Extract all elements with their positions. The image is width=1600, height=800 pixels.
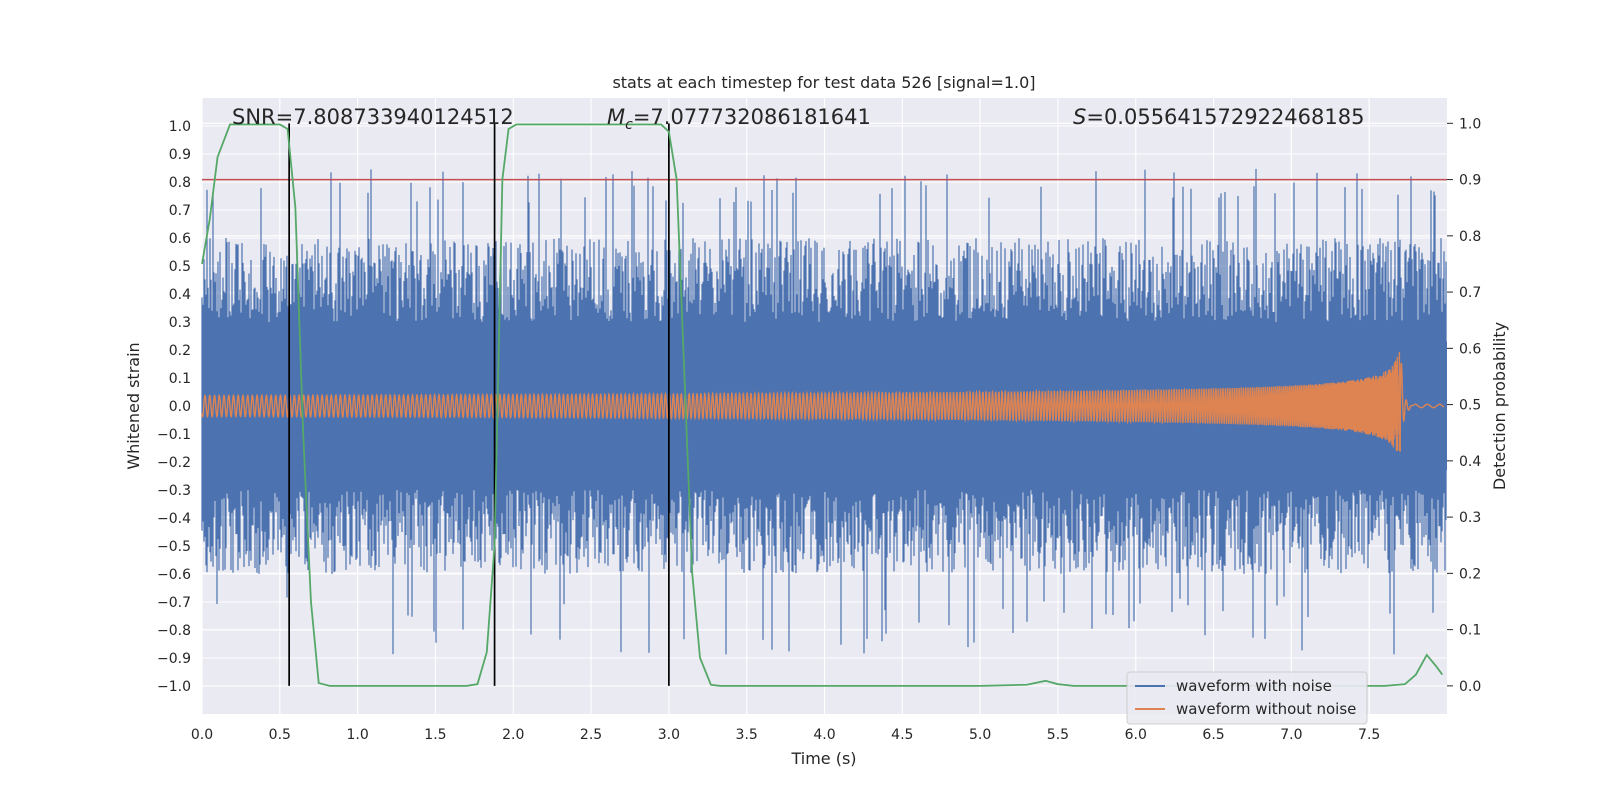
y-tick-label-left: −0.2 [157,455,191,471]
y-tick-label-left: 0.4 [169,287,191,303]
x-tick-label: 3.5 [736,727,758,743]
series-waveform-without-noise [201,352,1445,452]
s-annotation: S=0.055641572922468185 [1073,105,1364,129]
y-tick-label-left: −0.6 [157,567,191,583]
tick-labels: 0.0 0.5 1.0 1.5 2.0 2.5 3.0 3.5 4.0 4.5 5.0 5.5 6.0 6… [157,116,1481,743]
x-tick-label: 3.0 [658,727,680,743]
x-tick-label: 6.5 [1202,727,1224,743]
legend-label-clean: waveform without noise [1176,700,1356,718]
x-tick-label: 7.5 [1358,727,1380,743]
detection-probability-line [201,123,1444,687]
y-tick-label-right: 0.4 [1459,454,1481,470]
legend: waveform with noise waveform without noi… [1126,671,1368,725]
x-tick-label: 1.0 [346,727,368,743]
chirp-mass-annotation: Mc=7.077732086181641 [607,105,871,133]
y-tick-label-left: 0.1 [169,371,191,387]
y-tick-label-left: −0.1 [157,427,191,443]
x-axis-label: Time (s) [790,749,856,768]
y-tick-label-right: 0.5 [1459,398,1481,414]
y-tick-label-left: 0.5 [169,259,191,275]
snr-annotation: SNR=7.808733940124512 [232,105,514,129]
y-axis-label-left: Whitened strain [124,342,143,469]
y-tick-label-left: 0.9 [169,147,191,163]
y-tick-label-right: 0.2 [1459,566,1481,582]
y-tick-label-left: −0.7 [157,595,191,611]
x-tick-label: 0.5 [269,727,291,743]
y-tick-label-left: −0.4 [157,511,191,527]
y-tick-label-right: 1.0 [1459,116,1481,132]
y-tick-label-right: 0.0 [1459,679,1481,695]
x-tick-label: 5.0 [969,727,991,743]
y-tick-label-left: 0.8 [169,175,191,191]
x-tick-label: 6.0 [1125,727,1147,743]
y-tick-label-left: −0.5 [157,539,191,555]
x-tick-label: 1.5 [424,727,446,743]
y-tick-label-right: 0.7 [1459,285,1481,301]
chirp-trace [201,352,1445,452]
chart-title: stats at each timestep for test data 526… [612,73,1035,92]
y-tick-label-right: 0.6 [1459,341,1481,357]
legend-label-noise: waveform with noise [1176,677,1332,695]
y-tick-label-left: 0.7 [169,203,191,219]
y-tick-label-left: −0.3 [157,483,191,499]
x-tick-label: 2.0 [502,727,524,743]
y-tick-label-left: 0.6 [169,231,191,247]
detection-probability-layer [201,123,1447,687]
x-tick-label: 7.0 [1280,727,1302,743]
y-tick-label-left: 0.0 [169,399,191,415]
y-tick-label-left: −0.8 [157,623,191,639]
x-tick-label: 4.5 [891,727,913,743]
y-tick-label-left: 1.0 [169,119,191,135]
y-tick-label-left: 0.3 [169,315,191,331]
y-tick-label-right: 0.1 [1459,623,1481,639]
y-tick-label-right: 0.9 [1459,173,1481,189]
y-axis-label-right: Detection probability [1490,322,1509,490]
x-tick-label: 0.0 [191,727,213,743]
y-tick-label-right: 0.3 [1459,510,1481,526]
x-tick-label: 5.5 [1047,727,1069,743]
x-tick-label: 4.0 [813,727,835,743]
y-tick-label-right: 0.8 [1459,229,1481,245]
y-tick-label-left: −0.9 [157,651,191,667]
legend-box [1126,671,1368,725]
y-tick-label-left: −1.0 [157,679,191,695]
x-tick-label: 2.5 [580,727,602,743]
y-tick-label-left: 0.2 [169,343,191,359]
